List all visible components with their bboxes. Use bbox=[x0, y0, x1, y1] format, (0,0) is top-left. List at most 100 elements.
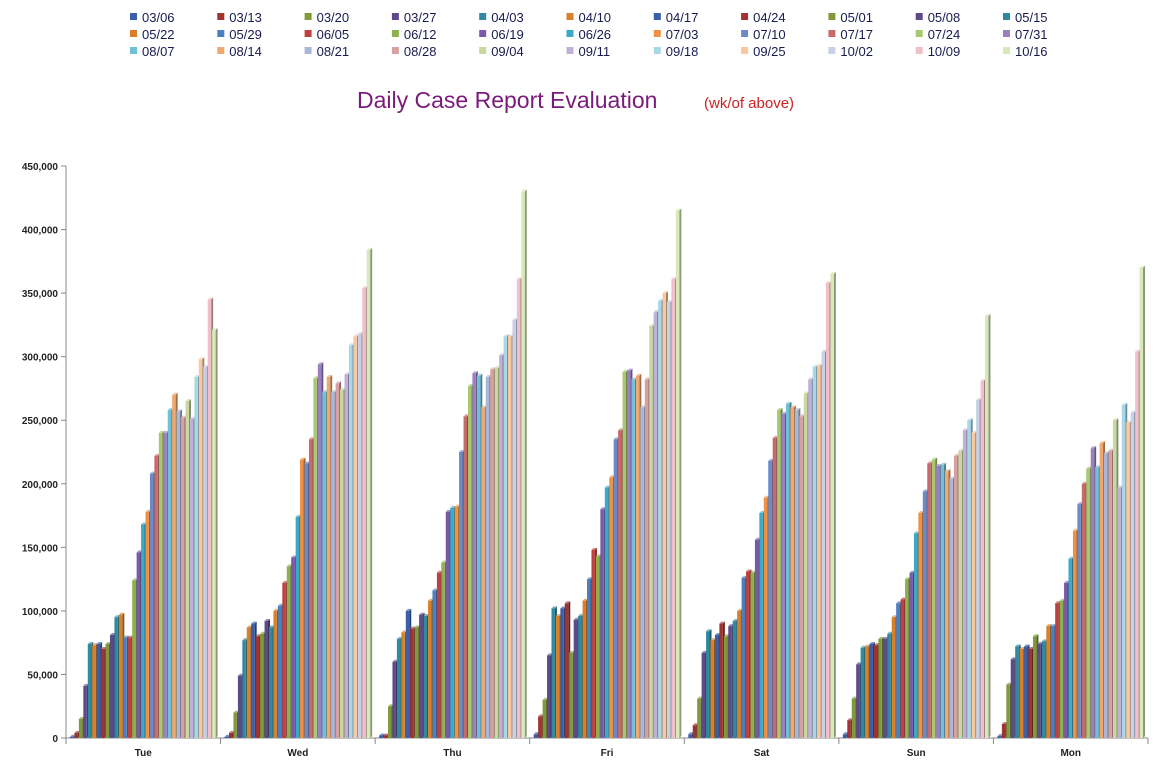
bar-top bbox=[268, 625, 275, 628]
bar-top bbox=[860, 645, 867, 648]
legend-label: 07/31 bbox=[1015, 27, 1048, 42]
bar-front bbox=[967, 420, 971, 738]
bar-front bbox=[286, 566, 291, 738]
bar-top bbox=[631, 377, 637, 380]
bar-top bbox=[578, 613, 584, 616]
bar-front bbox=[1130, 412, 1135, 738]
bar-front bbox=[96, 643, 101, 738]
bar-top bbox=[706, 629, 712, 632]
bar-front bbox=[812, 366, 817, 738]
bar-top bbox=[790, 405, 796, 408]
bar-front bbox=[781, 413, 786, 738]
bar-front bbox=[945, 471, 949, 738]
bar-front bbox=[1112, 420, 1117, 738]
bar-top bbox=[830, 272, 836, 275]
bar-front bbox=[905, 579, 909, 738]
bar-top bbox=[308, 437, 315, 440]
bar-top bbox=[609, 475, 615, 478]
bar-front bbox=[569, 652, 573, 738]
bar-top bbox=[803, 391, 810, 394]
bar-top bbox=[1032, 634, 1039, 637]
bar-front bbox=[692, 725, 697, 738]
bar-front bbox=[308, 439, 313, 738]
bar-front bbox=[401, 632, 405, 738]
bar-front bbox=[1104, 453, 1108, 738]
bar-front bbox=[74, 732, 78, 738]
bar-front bbox=[392, 661, 396, 738]
bar-front bbox=[666, 302, 671, 738]
bar-front bbox=[92, 645, 96, 738]
legend: 03/06 03/13 03/20 03/27 04/03 04/10 04/17 04/24… bbox=[130, 10, 1048, 59]
bar-front bbox=[1064, 582, 1068, 738]
bar-top bbox=[865, 644, 871, 647]
bar-top bbox=[622, 369, 629, 372]
bar-top bbox=[123, 635, 129, 638]
bar-top bbox=[587, 577, 593, 580]
bar-top bbox=[573, 617, 580, 620]
bar-top bbox=[635, 373, 642, 376]
bar-top bbox=[237, 673, 244, 676]
bar-top bbox=[494, 366, 501, 369]
bar-front bbox=[295, 516, 300, 738]
bar-top bbox=[109, 633, 116, 636]
legend-label: 03/27 bbox=[404, 10, 437, 25]
bar-front bbox=[980, 380, 985, 738]
bar-top bbox=[463, 414, 469, 417]
bar-top bbox=[260, 631, 266, 634]
bar-front bbox=[882, 638, 887, 738]
bar-top bbox=[149, 471, 156, 474]
bar-front bbox=[366, 249, 371, 739]
bar-top bbox=[441, 560, 447, 563]
bar-top bbox=[233, 710, 239, 713]
bar-front bbox=[984, 315, 989, 738]
bar-front bbox=[658, 300, 662, 738]
legend-label: 10/02 bbox=[840, 44, 873, 59]
legend-label: 06/05 bbox=[317, 27, 350, 42]
bar-front bbox=[1024, 646, 1028, 738]
bar-front bbox=[260, 633, 264, 738]
bar-front bbox=[1006, 684, 1010, 738]
bar-top bbox=[551, 606, 557, 609]
bar-front bbox=[560, 608, 564, 738]
legend-swatch bbox=[479, 47, 487, 54]
bar-front bbox=[723, 636, 728, 738]
bar-front bbox=[662, 293, 666, 738]
bar-front bbox=[242, 640, 246, 738]
bar-top bbox=[366, 247, 373, 250]
bar-top bbox=[666, 300, 673, 303]
bar-front bbox=[127, 637, 132, 738]
bar-front bbox=[167, 410, 172, 738]
bar-front bbox=[132, 580, 136, 738]
bar-top bbox=[286, 564, 293, 567]
legend-swatch bbox=[130, 47, 137, 54]
bar-top bbox=[710, 638, 716, 641]
legend-label: 10/16 bbox=[1015, 44, 1048, 59]
bar-top bbox=[141, 522, 147, 525]
bar-side bbox=[370, 247, 373, 739]
bar-top bbox=[251, 621, 257, 624]
bar-top bbox=[255, 634, 262, 637]
bar-top bbox=[1068, 556, 1074, 559]
legend-swatch bbox=[741, 30, 749, 37]
bar-front bbox=[494, 368, 499, 738]
bar-top bbox=[194, 375, 200, 378]
x-tick-label: Wed bbox=[287, 748, 308, 759]
bar-top bbox=[618, 428, 624, 431]
bar-top bbox=[485, 375, 492, 378]
bar-front bbox=[675, 210, 680, 738]
bar-top bbox=[600, 507, 606, 510]
legend-label: 10/09 bbox=[928, 44, 961, 59]
bar-front bbox=[362, 288, 366, 738]
bar-front bbox=[856, 664, 860, 738]
bar-top bbox=[353, 334, 359, 337]
bar-top bbox=[1055, 601, 1061, 604]
bar-front bbox=[1015, 646, 1019, 738]
bar-front bbox=[878, 638, 882, 738]
bar-top bbox=[1041, 639, 1048, 642]
bar-top bbox=[295, 514, 302, 517]
legend-swatch bbox=[1003, 13, 1010, 20]
bar-top bbox=[507, 334, 514, 337]
bar-front bbox=[463, 416, 467, 738]
legend-swatch bbox=[479, 30, 487, 37]
bar-top bbox=[759, 511, 765, 514]
